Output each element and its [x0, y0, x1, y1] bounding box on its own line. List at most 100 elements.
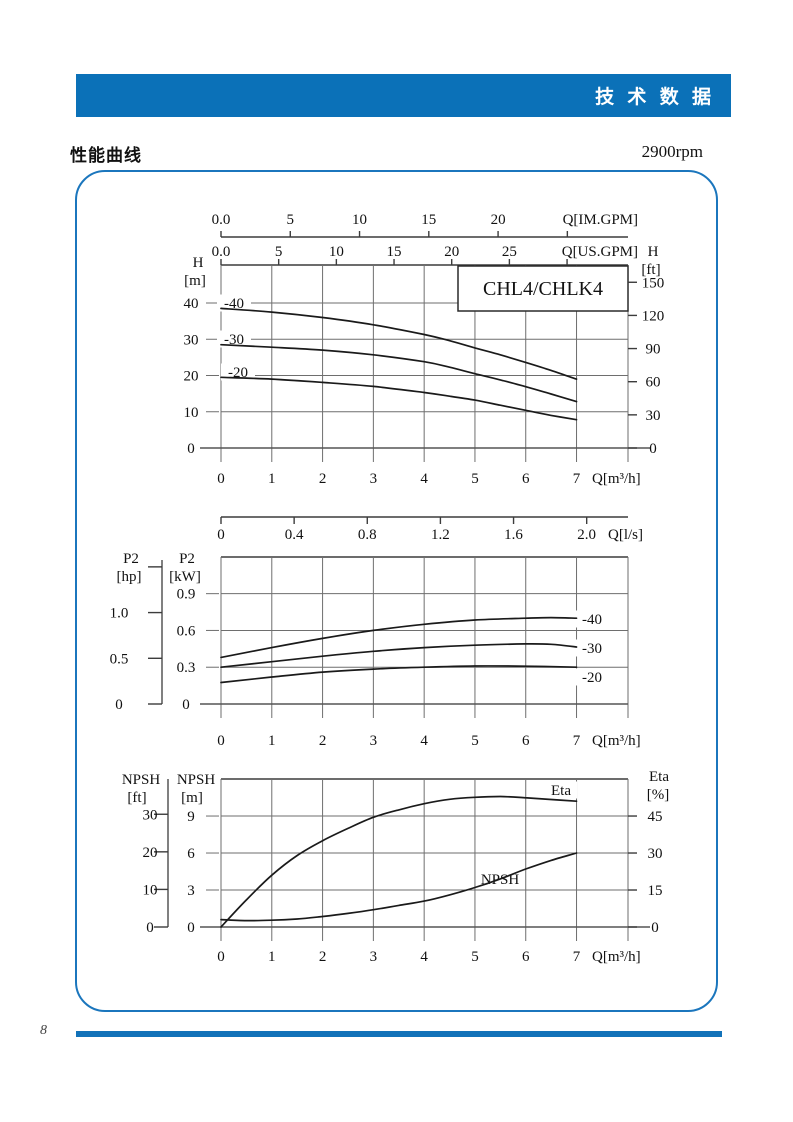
- npsh-curve: [220, 852, 578, 922]
- tick-label: 20: [444, 244, 459, 260]
- tick-label: 0.8: [358, 527, 377, 543]
- model-title: CHL4/CHLK4: [483, 278, 603, 300]
- curve-label-m20-bg: [575, 668, 609, 686]
- tick-label: 25: [502, 244, 517, 260]
- p2-hp-tick-label: 0.5: [110, 651, 129, 667]
- p2-kw-tick-label: 0.6: [177, 623, 196, 639]
- x-tick-label: 1: [268, 949, 276, 965]
- x-tick-label: 5: [471, 733, 479, 749]
- rpm-label: 2900rpm: [641, 142, 703, 161]
- x-axis-label: Q[m³/h]: [592, 733, 641, 749]
- tick-label: 0.4: [285, 527, 304, 543]
- page-number: 8: [40, 1023, 47, 1038]
- h-ft-tick-label: 30: [646, 408, 661, 424]
- model-box: [457, 265, 629, 312]
- npsh-m-tick-label: 9: [187, 809, 195, 825]
- x-tick-label: 1: [268, 471, 276, 487]
- tick-label: 5: [287, 212, 295, 228]
- h-ft-tick-label: 120: [642, 308, 665, 324]
- h-ft-tick-label: 90: [646, 342, 661, 358]
- secondary-axis-label: Q[IM.GPM]: [563, 212, 638, 228]
- eta-tick-label: 30: [648, 846, 663, 862]
- p2-kw-tick-label: 0.3: [177, 660, 196, 676]
- npsh-ft-tick-label: 0: [146, 920, 154, 936]
- secondary-axis-label: Q[l/s]: [608, 527, 643, 543]
- head-curve--20: [220, 376, 578, 421]
- npsh-m-tick-label: 3: [187, 883, 195, 899]
- head-curve--30: [220, 343, 578, 403]
- tick-label: 10: [352, 212, 367, 228]
- h-ft-tick-label: 0: [649, 441, 657, 457]
- tick-label: 0.0: [212, 212, 231, 228]
- power-curve--20: [220, 665, 578, 684]
- p2-kw-tick-label: 0.9: [177, 587, 196, 603]
- y-left-name: H: [193, 255, 204, 271]
- x-tick-label: 7: [573, 471, 581, 487]
- x-tick-label: 3: [370, 471, 378, 487]
- eta-curve: [220, 795, 578, 928]
- curve-label-m40-bg: [575, 610, 609, 628]
- tick-label: 1.6: [504, 527, 523, 543]
- y-left-unit: [kW]: [169, 569, 201, 585]
- x-tick-label: 4: [420, 733, 428, 749]
- p2-hp-tick-label: 0: [115, 697, 123, 713]
- npsh-m-tick-label: 0: [187, 920, 195, 936]
- x-tick-label: 2: [319, 949, 327, 965]
- h-m-tick-label: 20: [184, 369, 199, 385]
- y-left-name: P2: [179, 551, 195, 567]
- footer-rule: [76, 1031, 722, 1037]
- curve-label-m30-bg: [575, 639, 609, 657]
- x-tick-label: 0: [217, 949, 225, 965]
- tick-label: 5: [275, 244, 283, 260]
- x-axis-label: Q[m³/h]: [592, 949, 641, 965]
- head-curve--40: [220, 307, 578, 380]
- y-outer-name: NPSH: [122, 772, 161, 788]
- x-tick-label: 3: [370, 733, 378, 749]
- y-left-unit: [m]: [184, 273, 206, 289]
- npsh-m-tick-label: 6: [187, 846, 195, 862]
- eta-tick-label: 45: [648, 809, 663, 825]
- x-tick-label: 5: [471, 949, 479, 965]
- power-curve--40: [220, 616, 578, 659]
- curve-label-m20-bg: [221, 363, 255, 381]
- y-right-unit: [ft]: [641, 262, 660, 278]
- h-m-tick-label: 40: [184, 296, 199, 312]
- y-outer-unit: [ft]: [127, 790, 146, 806]
- tick-label: 15: [387, 244, 402, 260]
- npsh-ft-tick-label: 30: [143, 807, 158, 823]
- h-m-tick-label: 30: [184, 332, 199, 348]
- curve-label-m20: -20: [582, 670, 602, 686]
- curve-label-m30: -30: [582, 641, 602, 657]
- x-tick-label: 2: [319, 471, 327, 487]
- curve-label-m30-bg: [217, 330, 251, 348]
- x-tick-label: 6: [522, 733, 530, 749]
- eta-tick-label: 15: [648, 883, 663, 899]
- curve-label-eta-bg: [545, 781, 577, 799]
- curve-label-eta: Eta: [551, 783, 571, 799]
- section-title: 性能曲线: [70, 146, 142, 165]
- y-right-name: Eta: [649, 769, 669, 785]
- npsh-ft-tick-label: 20: [143, 845, 158, 861]
- secondary-axis-label: Q[US.GPM]: [562, 244, 638, 260]
- h-ft-tick-label: 150: [642, 275, 665, 291]
- x-tick-label: 5: [471, 471, 479, 487]
- h-ft-tick-label: 60: [646, 375, 661, 391]
- x-tick-label: 4: [420, 949, 428, 965]
- p2-hp-tick-label: 1.0: [110, 606, 129, 622]
- tick-label: 0: [217, 527, 225, 543]
- p2-kw-tick-label: 0: [182, 697, 190, 713]
- h-m-tick-label: 10: [184, 405, 199, 421]
- x-tick-label: 7: [573, 949, 581, 965]
- y-outer-name: P2: [123, 551, 139, 567]
- x-tick-label: 7: [573, 733, 581, 749]
- y-outer-unit: [hp]: [117, 569, 142, 585]
- tick-label: 0.0: [212, 244, 231, 260]
- x-tick-label: 0: [217, 733, 225, 749]
- curve-label-m40: -40: [224, 296, 244, 312]
- h-m-tick-label: 0: [187, 441, 195, 457]
- y-right-name: H: [648, 244, 659, 260]
- x-tick-label: 4: [420, 471, 428, 487]
- y-right-unit: [%]: [647, 787, 670, 803]
